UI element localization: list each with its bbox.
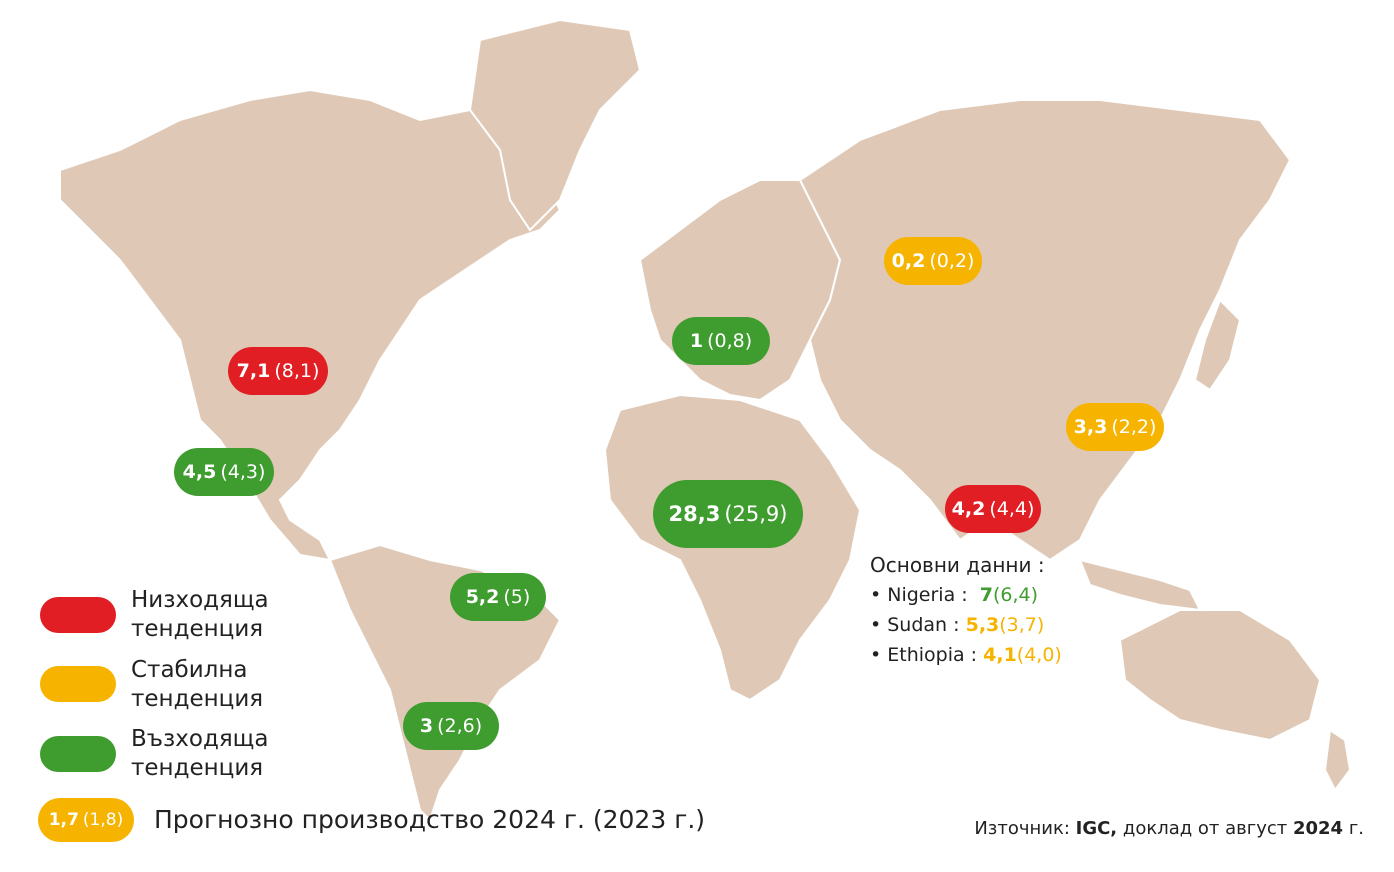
legend-label-decreasing: Низходяща тенденция: [131, 587, 269, 642]
marker-usa-prev: (8,1): [274, 360, 320, 382]
marker-brazil: 5,2 (5): [450, 573, 546, 621]
marker-china: 3,3 (2,2): [1066, 403, 1164, 451]
main-data-box: Основни данни : • Nigeria : 7(6,4) • Sud…: [870, 550, 1062, 670]
marker-europe-value: 1: [689, 330, 704, 352]
main-data-title: Основни данни :: [870, 553, 1045, 577]
marker-europe: 1 (0,8): [672, 317, 770, 365]
southeast-asia-islands: [1078, 558, 1202, 612]
marker-india: 4,2 (4,4): [945, 485, 1041, 533]
japan-landmass: [1193, 298, 1242, 392]
marker-russia-value: 0,2: [891, 250, 926, 272]
main-data-item-ethiopia: • Ethiopia : 4,1(4,0): [870, 644, 1062, 666]
marker-argentina: 3 (2,6): [403, 702, 499, 750]
source-prefix: Източник:: [974, 818, 1076, 839]
marker-africa-value: 28,3: [668, 502, 721, 526]
marker-argentina-value: 3: [419, 715, 434, 737]
marker-europe-prev: (0,8): [707, 330, 753, 352]
australia-landmass: [1118, 609, 1322, 742]
europe-landmass: [638, 179, 842, 402]
marker-india-value: 4,2: [951, 498, 986, 520]
main-data-country: Nigeria :: [887, 584, 968, 606]
legend-swatch-increasing: [40, 736, 116, 772]
marker-mexico-prev: (4,3): [220, 461, 266, 483]
source-org: IGC,: [1075, 818, 1118, 839]
marker-china-prev: (2,2): [1111, 416, 1157, 438]
legend-label-stable: Стабилна тенденция: [131, 657, 264, 712]
main-data-prev: (3,7): [999, 614, 1045, 636]
marker-argentina-prev: (2,6): [437, 715, 483, 737]
forecast-sample-marker: 1,7 (1,8): [38, 798, 134, 842]
marker-russia: 0,2 (0,2): [884, 237, 982, 285]
main-data-prev: (4,0): [1016, 644, 1062, 666]
main-data-value: 5,3: [965, 614, 1000, 636]
main-data-country: Sudan :: [887, 614, 960, 636]
asia-landmass: [798, 99, 1292, 562]
marker-africa: 28,3 (25,9): [653, 480, 803, 548]
source-note: Източник: IGC, доклад от август 2024 г.: [974, 818, 1364, 839]
north-america-landmass: [59, 88, 562, 562]
forecast-sample-value: 1,7: [48, 810, 79, 830]
marker-mexico-value: 4,5: [182, 461, 217, 483]
source-suffix: г.: [1343, 818, 1364, 839]
legend-swatch-decreasing: [40, 597, 116, 633]
main-data-country: Ethiopia :: [887, 644, 978, 666]
source-year: 2024: [1292, 818, 1344, 839]
forecast-label: Прогнозно производство 2024 г. (2023 г.): [154, 805, 706, 834]
main-data-item-nigeria: • Nigeria : 7(6,4): [870, 584, 1039, 606]
legend-label-increasing: Възходяща тенденция: [131, 726, 269, 781]
marker-africa-prev: (25,9): [724, 502, 788, 526]
marker-mexico: 4,5 (4,3): [174, 448, 274, 496]
main-data-value: 4,1: [983, 644, 1017, 666]
marker-usa: 7,1 (8,1): [228, 347, 328, 395]
marker-china-value: 3,3: [1073, 416, 1108, 438]
marker-brazil-value: 5,2: [465, 586, 500, 608]
marker-brazil-prev: (5): [503, 586, 531, 608]
forecast-sample-prev: (1,8): [82, 810, 124, 830]
marker-india-prev: (4,4): [989, 498, 1035, 520]
main-data-prev: (6,4): [993, 584, 1039, 606]
greenland-landmass: [468, 18, 642, 232]
main-data-item-sudan: • Sudan : 5,3(3,7): [870, 614, 1045, 636]
new-zealand-landmass: [1323, 728, 1352, 792]
source-middle: доклад от август: [1117, 818, 1293, 839]
marker-usa-value: 7,1: [236, 360, 271, 382]
marker-russia-prev: (0,2): [929, 250, 975, 272]
main-data-value: 7: [979, 584, 993, 606]
legend-swatch-stable: [40, 666, 116, 702]
